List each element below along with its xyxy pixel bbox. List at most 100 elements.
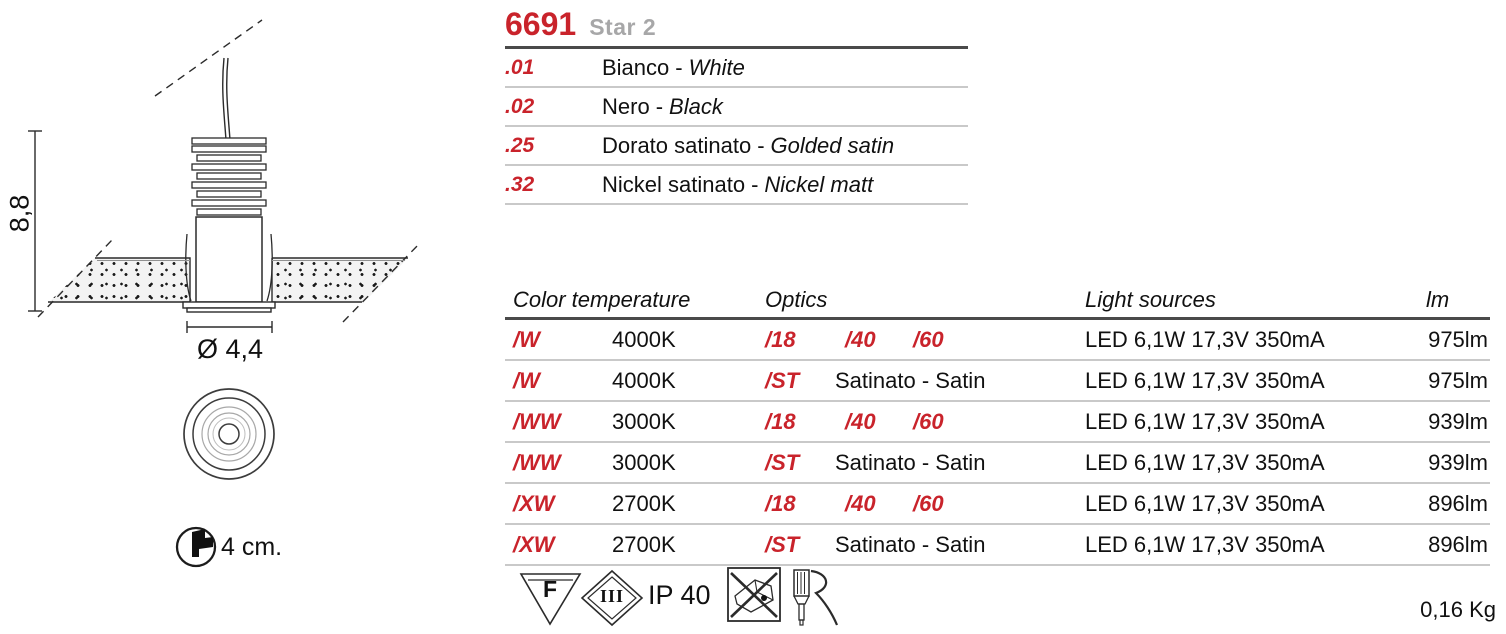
recess-depth-icon — [175, 526, 217, 568]
spec-table: Color temperature Optics Light sources l… — [505, 284, 1490, 566]
break-line-right — [342, 242, 421, 323]
finish-code: .01 — [505, 55, 535, 79]
product-code: 6691 — [505, 6, 577, 42]
optic-code-2: /40 — [845, 408, 876, 434]
finish-name-it: Nero — [602, 93, 650, 119]
tool-required-icon — [793, 569, 839, 626]
finish-name-en: Golded satin — [770, 132, 895, 158]
optic-label: Satinato - Satin — [835, 449, 986, 475]
optic-code-1: /ST — [765, 531, 800, 557]
optic-code-1: /18 — [765, 326, 796, 352]
finish-table: 6691 Star 2 .01 Bianco - White .02 Nero - Bl… — [505, 6, 968, 205]
light-source: LED 6,1W 17,3V 350mA — [1085, 490, 1325, 516]
weight-value: 0,16 Kg — [1420, 597, 1496, 622]
recess-depth-label: 4 cm. — [221, 533, 283, 561]
finish-row: .01 Bianco - White — [505, 49, 968, 88]
spec-row: /XW 2700K /18 /40 /60 LED 6,1W 17,3V 350… — [505, 484, 1490, 525]
product-title: 6691 Star 2 — [505, 6, 968, 46]
optic-code-2: /40 — [845, 490, 876, 516]
light-source: LED 6,1W 17,3V 350mA — [1085, 367, 1325, 393]
finish-row: .02 Nero - Black — [505, 88, 968, 127]
title-divider — [505, 46, 968, 49]
finish-name-en: Black — [669, 93, 723, 119]
light-source: LED 6,1W 17,3V 350mA — [1085, 326, 1325, 352]
finish-name: Nero - Black — [602, 94, 723, 120]
optic-code-2: /40 — [845, 326, 876, 352]
lumen-value: 896lm — [1428, 490, 1488, 516]
certification-icons — [519, 567, 839, 627]
header-color-temperature: Color temperature — [513, 287, 691, 312]
lumen-value: 939lm — [1428, 449, 1488, 475]
temp-code: /XW — [513, 531, 555, 557]
finish-name-it: Nickel satinato — [602, 171, 746, 197]
class-iii-text: III — [599, 586, 624, 606]
light-source: LED 6,1W 17,3V 350mA — [1085, 449, 1325, 475]
product-name: Star 2 — [589, 14, 657, 40]
trim-ring — [182, 301, 276, 313]
finish-code: .25 — [505, 133, 535, 157]
f-mark-letter: F — [542, 576, 558, 602]
header-optics: Optics — [765, 287, 828, 312]
diameter-dimension-label: Ø 4,4 — [196, 334, 264, 364]
height-dimension-label: 8,8 — [4, 194, 35, 233]
finish-name: Bianco - White — [602, 55, 745, 81]
finish-name-en: Nickel matt — [764, 171, 874, 197]
optic-label: Satinato - Satin — [835, 367, 986, 393]
finish-name-it: Dorato satinato — [602, 132, 752, 158]
spec-row: /W 4000K /ST Satinato - Satin LED 6,1W 1… — [505, 361, 1490, 402]
temp-code: /W — [513, 367, 540, 393]
temp-value: 2700K — [612, 490, 676, 516]
fixture-body — [195, 216, 263, 303]
finish-row: .32 Nickel satinato - Nickel matt — [505, 166, 968, 205]
lumen-value: 939lm — [1428, 408, 1488, 434]
header-lm: lm — [1426, 287, 1450, 312]
wire — [222, 57, 231, 141]
spec-row: /W 4000K /18 /40 /60 LED 6,1W 17,3V 350m… — [505, 320, 1490, 361]
finish-code: .02 — [505, 94, 535, 118]
optic-label: Satinato - Satin — [835, 531, 986, 557]
fixture-section-drawing — [28, 19, 421, 568]
top-view-circles — [183, 388, 275, 480]
height-dimension-line — [28, 130, 42, 312]
finish-name: Dorato satinato - Golded satin — [602, 133, 894, 159]
temp-value: 4000K — [612, 367, 676, 393]
certification-marks: F III IP 40 — [505, 560, 865, 632]
lumen-value: 896lm — [1428, 531, 1488, 557]
finish-name: Nickel satinato - Nickel matt — [602, 172, 873, 198]
finish-code: .32 — [505, 172, 535, 196]
dash-separator: - — [751, 171, 759, 197]
light-source: LED 6,1W 17,3V 350mA — [1085, 408, 1325, 434]
optic-code-3: /60 — [913, 326, 944, 352]
optic-code-1: /ST — [765, 367, 800, 393]
heat-sink — [191, 137, 267, 216]
optic-code-1: /18 — [765, 408, 796, 434]
optic-code-1: /ST — [765, 449, 800, 475]
f-mark-icon — [519, 573, 582, 626]
temp-code: /XW — [513, 490, 555, 516]
technical-drawing: 8,8 Ø 4,4 4 cm. — [0, 0, 470, 634]
break-line-left — [37, 239, 113, 318]
class-iii-icon — [580, 569, 644, 627]
temp-code: /WW — [513, 408, 561, 434]
temp-value: 3000K — [612, 408, 676, 434]
spec-row: /XW 2700K /ST Satinato - Satin LED 6,1W … — [505, 525, 1490, 566]
optic-code-1: /18 — [765, 490, 796, 516]
optic-code-3: /60 — [913, 408, 944, 434]
diameter-dimension-line — [186, 321, 273, 333]
light-source: LED 6,1W 17,3V 350mA — [1085, 531, 1325, 557]
temp-value: 2700K — [612, 531, 676, 557]
ip-rating: IP 40 — [648, 580, 711, 610]
spec-row: /WW 3000K /18 /40 /60 LED 6,1W 17,3V 350… — [505, 402, 1490, 443]
header-light-sources: Light sources — [1085, 287, 1216, 312]
lumen-value: 975lm — [1428, 367, 1488, 393]
dash-separator: - — [655, 93, 664, 119]
finish-name-en: White — [688, 54, 745, 80]
temp-code: /WW — [513, 449, 561, 475]
temp-code: /W — [513, 326, 540, 352]
spec-row: /WW 3000K /ST Satinato - Satin LED 6,1W … — [505, 443, 1490, 484]
dash-separator: - — [675, 54, 683, 80]
spec-table-header: Color temperature Optics Light sources l… — [505, 284, 1490, 320]
optic-code-3: /60 — [913, 490, 944, 516]
temp-value: 4000K — [612, 326, 676, 352]
